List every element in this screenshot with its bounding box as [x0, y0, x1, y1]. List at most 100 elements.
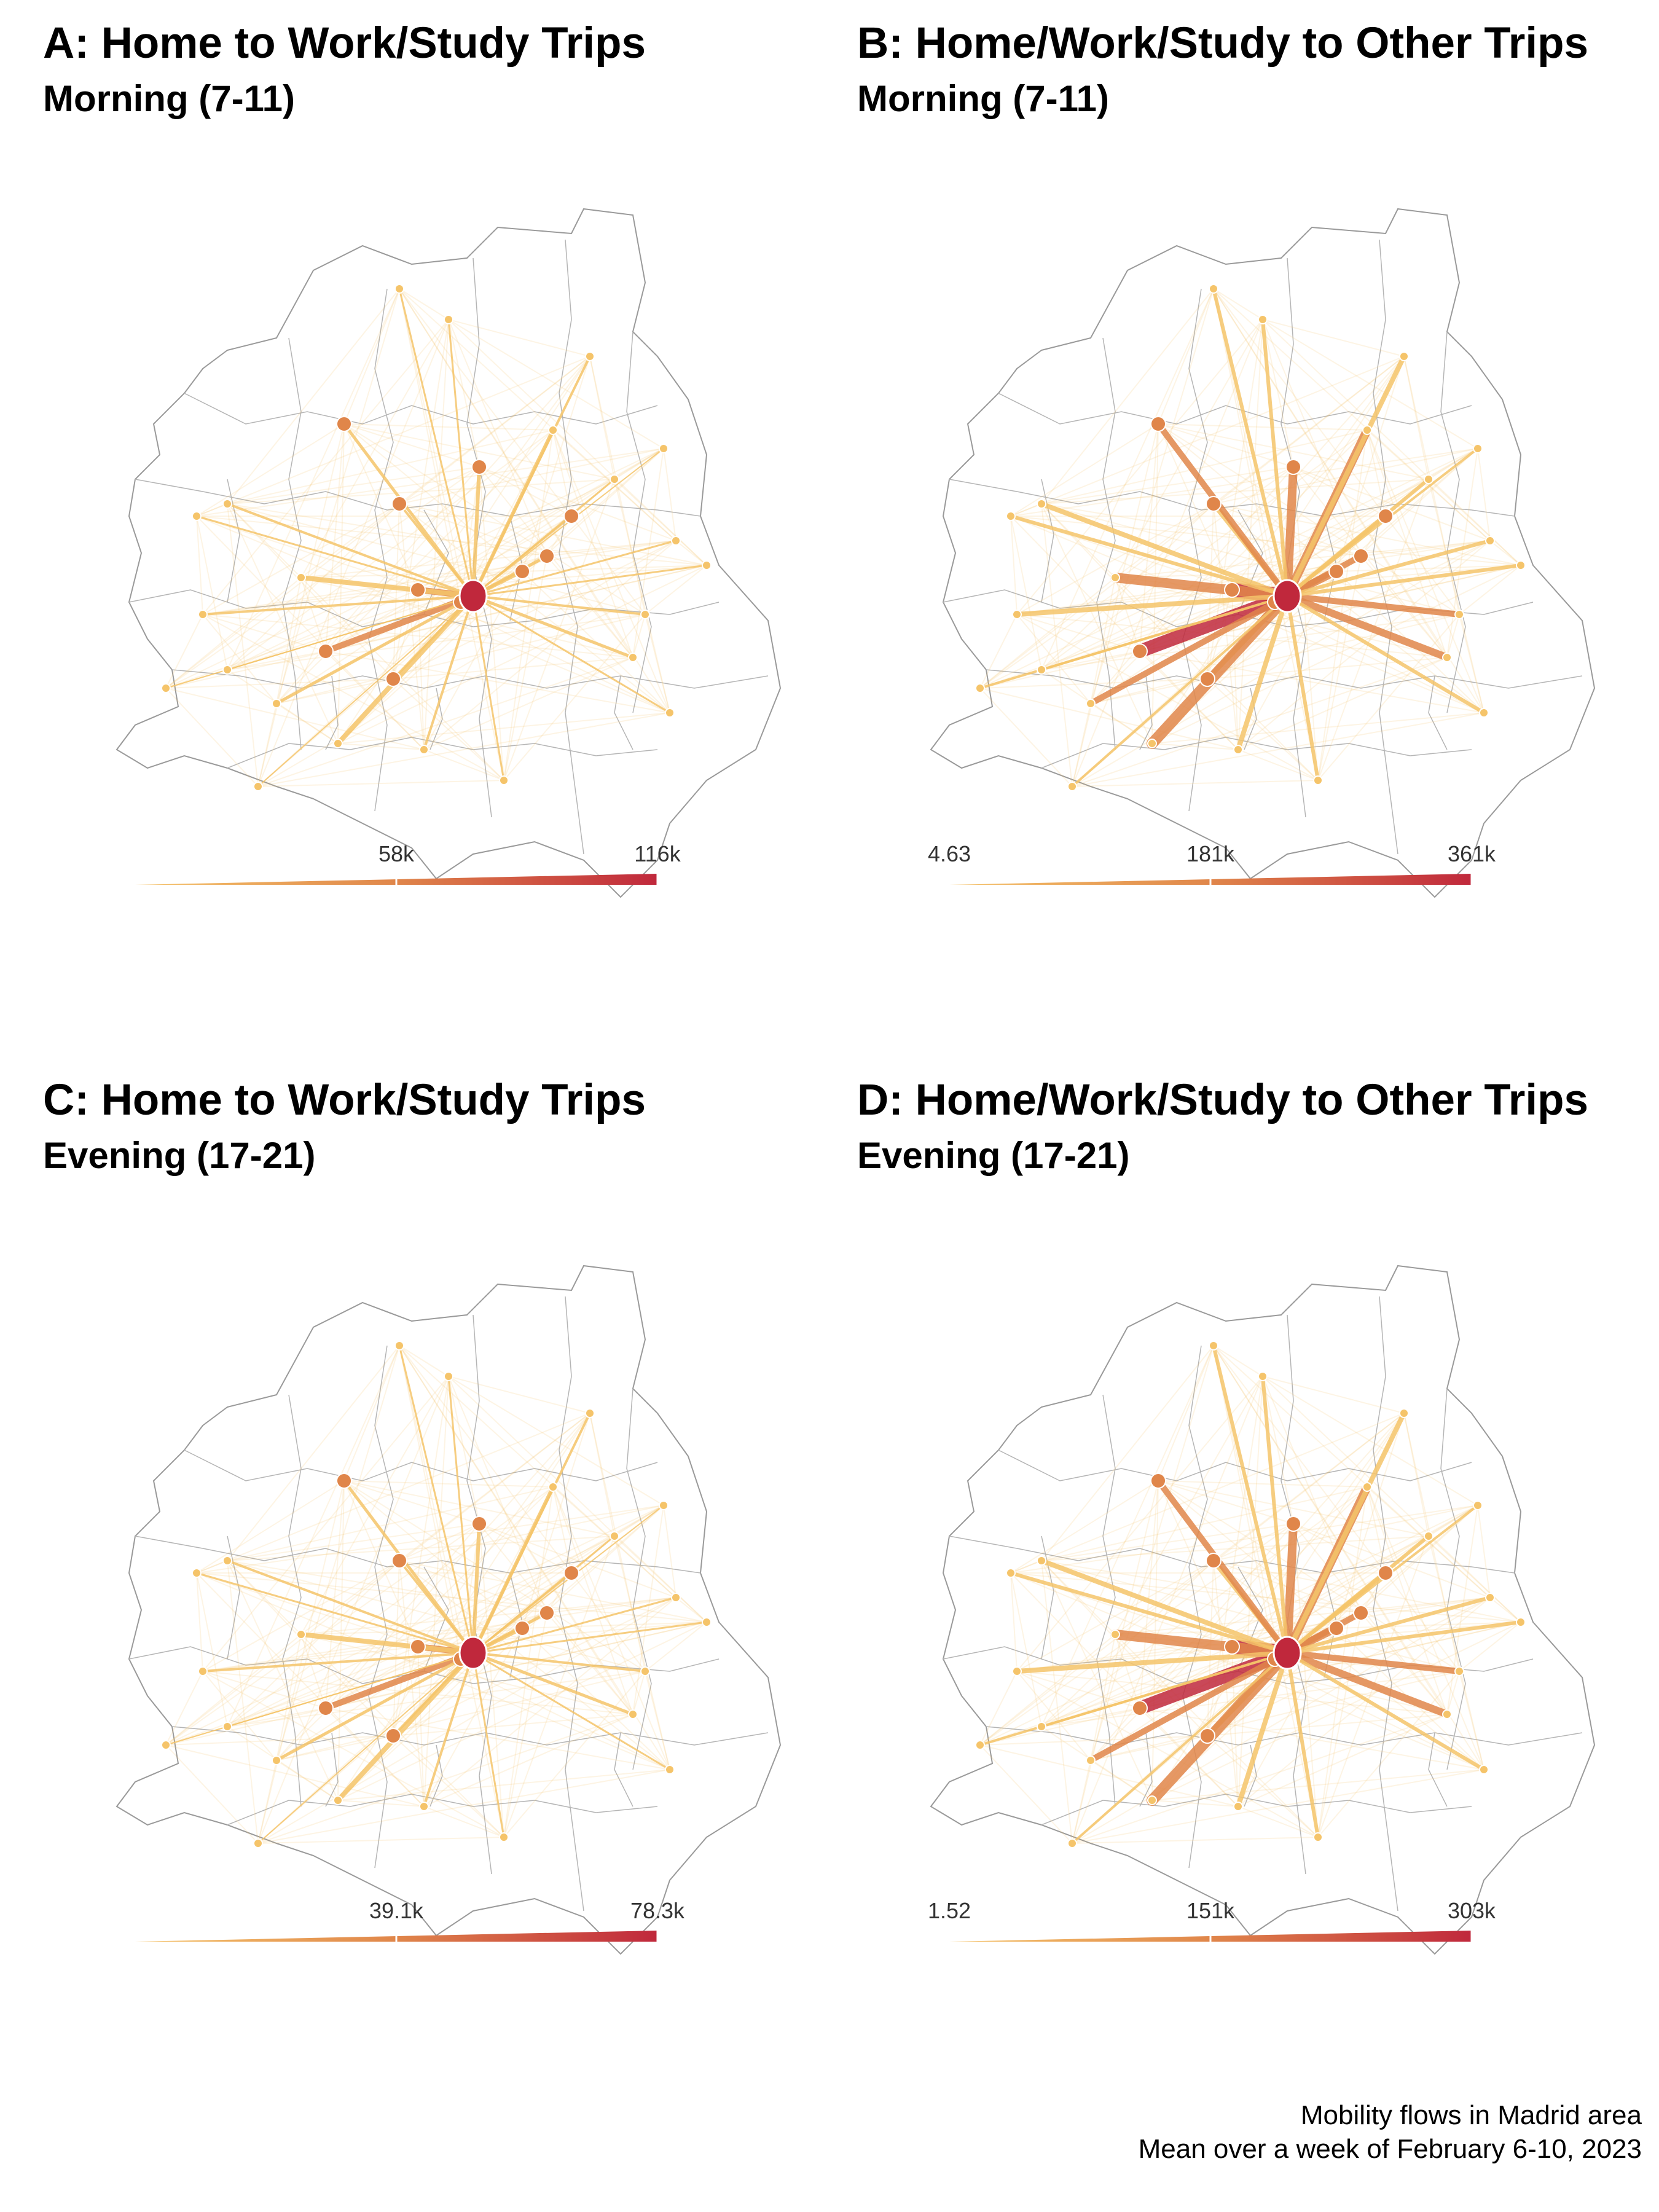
district-boundary: [227, 479, 240, 603]
flow-line: [257, 1837, 504, 1844]
flow-line: [979, 577, 1116, 689]
flow-line: [226, 1559, 474, 1654]
centre-node: [975, 683, 985, 693]
panel-a: A: Home to Work/Study Trips Morning (7-1…: [43, 18, 866, 1063]
centre-node: [1132, 643, 1148, 659]
flow-line: [1158, 1480, 1429, 1537]
flow-line: [1385, 1572, 1460, 1672]
centre-node: [539, 548, 555, 564]
flow-line: [479, 466, 677, 541]
flow-line: [1262, 319, 1478, 449]
flow-line: [1237, 1714, 1448, 1807]
district-boundary: [1041, 479, 1054, 603]
flow-line: [1293, 1523, 1448, 1715]
flow-line: [325, 1572, 572, 1709]
centre-node: [1012, 610, 1022, 619]
flow-line: [645, 1671, 670, 1770]
flow-line: [1041, 503, 1116, 578]
flow-line: [165, 1744, 259, 1844]
centre-node: [410, 582, 426, 598]
district-boundary: [1182, 1345, 1208, 1869]
flow-map: [116, 1265, 782, 1955]
flow-line: [1207, 657, 1448, 680]
district-boundary: [227, 737, 658, 769]
flow-line: [1010, 516, 1042, 670]
flow-line: [227, 503, 302, 578]
legend-tick-label: 78.3k: [630, 1898, 685, 1923]
district-boundary: [1428, 675, 1448, 750]
flow-line: [979, 688, 1239, 750]
flow-line: [471, 1522, 481, 1655]
flow-line: [275, 594, 475, 705]
flow-line: [196, 1413, 590, 1574]
flow-line: [1284, 1650, 1462, 1674]
flow-line: [632, 1505, 664, 1715]
flow-line: [227, 669, 339, 744]
flow-line: [614, 1535, 707, 1623]
flow-line: [393, 1714, 633, 1736]
flow-line: [1459, 1622, 1521, 1672]
flow-line: [393, 540, 677, 680]
centre-node: [1037, 665, 1046, 675]
flow-line: [1072, 1597, 1491, 1844]
flow-line: [1262, 319, 1521, 566]
centre-node: [1424, 474, 1433, 484]
district-boundary: [282, 1394, 302, 1807]
flow-line: [337, 712, 670, 744]
flow-line: [1039, 501, 1290, 598]
flow-line: [1285, 563, 1523, 598]
flow-line: [325, 1480, 345, 1709]
flow-line: [472, 1535, 616, 1654]
panel-title: A: Home to Work/Study Trips: [43, 19, 646, 68]
flow-line: [1041, 479, 1429, 504]
flow-line: [343, 1480, 523, 1629]
flow-line: [1088, 593, 1290, 707]
centre-node: [702, 560, 712, 570]
flow-line: [227, 1708, 326, 1727]
flow-line: [276, 577, 302, 704]
flow-line: [202, 1597, 677, 1672]
centre-node: [222, 665, 232, 675]
flow-line: [227, 1535, 615, 1561]
centre-node: [1485, 536, 1495, 546]
centre-node: [975, 1740, 985, 1750]
flow-line: [522, 565, 707, 572]
flow-line: [257, 1376, 449, 1844]
district-boundary: [986, 1726, 1583, 1746]
flow-line: [227, 1560, 646, 1672]
flow-line: [503, 429, 554, 781]
flow-line: [325, 1622, 707, 1709]
panel-subtitle: Evening (17-21): [43, 1135, 316, 1176]
flow-line: [1207, 678, 1319, 781]
flow-line: [1213, 1413, 1405, 1561]
flow-line: [227, 1345, 400, 1561]
flow-line: [227, 503, 400, 670]
flow-line: [257, 595, 474, 787]
flow-line: [1090, 1345, 1214, 1761]
centre-node: [1258, 1371, 1268, 1381]
flow-line: [589, 356, 646, 615]
flow-line: [1039, 1558, 1290, 1655]
centre-node: [198, 610, 208, 619]
legend-tick-label: 58k: [378, 841, 415, 866]
flow-line: [196, 516, 670, 713]
flow-map: [116, 208, 782, 898]
centre-node: [1473, 1500, 1483, 1510]
district-boundary: [1182, 288, 1208, 812]
flow-line: [1071, 1652, 1288, 1845]
district-boundary: [282, 337, 302, 750]
flow-line: [202, 1671, 504, 1838]
centre-node: [1012, 1666, 1022, 1676]
flow-line: [1446, 1505, 1478, 1715]
centre-node: [659, 444, 669, 453]
centre-node: [1067, 1838, 1077, 1848]
flow-line: [257, 1597, 677, 1844]
flow-line: [503, 1486, 554, 1838]
flow-line: [1285, 354, 1406, 598]
district-boundary: [1041, 1794, 1472, 1826]
flow-line: [1014, 1650, 1290, 1674]
flow-line: [1133, 1646, 1294, 1715]
flow-line: [202, 1671, 633, 1715]
flow-line: [196, 448, 664, 517]
flow-line: [202, 1560, 400, 1672]
